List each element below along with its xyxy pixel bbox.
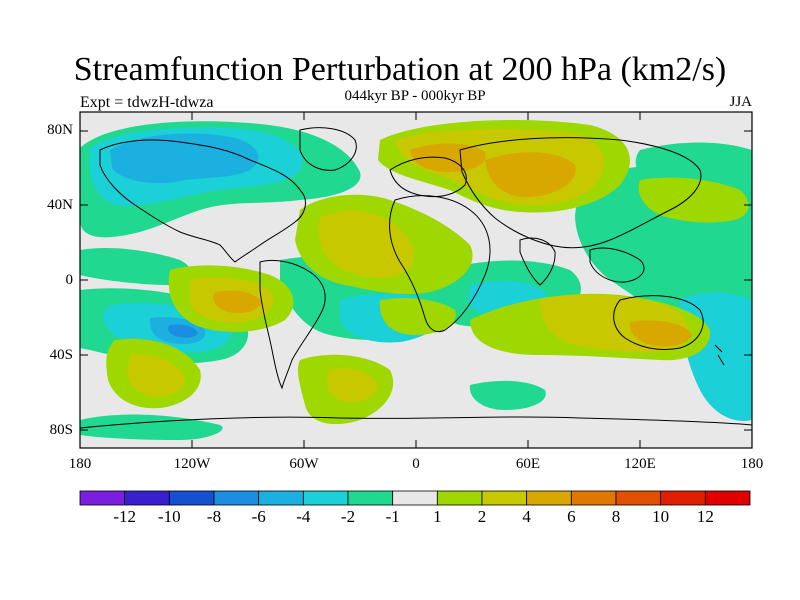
lon-ticks-top [79,112,753,120]
lon-label-180e: 180 [740,456,764,472]
colorbar-tick-label: -8 [206,507,222,526]
colorbar-tick-label: 10 [652,507,670,526]
colorbar-swatch [124,490,170,506]
contour-north-america-neg6 [110,133,259,184]
colorbar-swatch [347,490,394,506]
lon-label-60e: 60E [515,456,541,472]
lat-label-40n: 40N [47,197,73,213]
lon-label-60w: 60W [289,456,319,472]
colorbar-tick-label: 2 [477,507,487,526]
lat-ticks-left [80,130,88,431]
coast-south-america [259,259,326,390]
colorbar-swatch [704,490,751,506]
contour-south-pacific-neg8 [167,324,198,338]
colorbar-swatch [213,490,260,506]
colorbar-tick-label: 8 [611,507,621,526]
contour-siberia-pos4 [485,152,576,198]
coast-india [519,237,556,286]
coast-australia [613,295,704,351]
lon-label-120w: 120W [173,456,211,472]
contour-indian-pos1 [379,298,456,335]
colorbar-tick-label: -10 [157,507,181,526]
colorbar-swatch [481,490,528,506]
axis-ticks [79,112,753,448]
colorbar-swatch [392,490,438,506]
lat-label-eq: 0 [65,272,74,288]
experiment-label: Expt = tdwzH-tdwza [80,94,214,111]
lon-label-120e: 120E [624,456,656,472]
contour-pacific-nw-pos1 [638,177,749,223]
contour-central-pacific-neg2 [80,248,191,285]
coast-asia [459,137,702,249]
coast-southeast-asia [589,247,645,283]
colorbar-swatch [526,490,572,506]
lat-label-40s: 40S [49,347,73,363]
colorbar-tick-label: -6 [251,507,266,526]
subtitle: 044kyr BP - 000kyr BP [344,88,486,104]
coast-antarctica [80,416,752,429]
colorbar-swatch [168,490,215,506]
colorbar-swatch [660,490,706,506]
coast-africa [389,195,491,333]
colorbar-tick-label: 1 [433,507,442,526]
title: Streamfunction Perturbation at 200 hPa (… [73,51,727,88]
coast-new-zealand [714,344,725,366]
colorbar-tick-label: -2 [340,507,356,526]
colorbar-swatch [615,490,662,506]
lat-label-80s: 80S [49,422,73,438]
coast-europe [389,156,467,198]
contour-australia-pos4 [629,320,692,347]
lon-label-0: 0 [412,456,420,472]
colorbar-tick-label: -1 [385,507,400,526]
contour-southeast-pacific-pos2 [127,354,185,397]
contour-east-pacific-pos4 [213,290,262,314]
season-label: JJA [729,94,752,110]
contour-south-atlantic-pos2 [326,368,378,403]
colorbar-tick-label: 12 [696,507,714,526]
colorbar-swatch [79,490,126,506]
colorbar [79,490,751,506]
colorbar-swatch [570,490,617,506]
colorbar-swatch [436,490,483,506]
colorbar-swatch [258,490,304,506]
lat-label-80n: 80N [47,122,73,138]
contour-southern-ocean-neg2 [80,414,223,440]
colorbar-tick-label: 4 [522,507,531,526]
colorbar-tick-label: -12 [113,507,136,526]
map-panel [80,112,752,448]
contour-antarctic-neg2 [469,380,546,410]
colorbar-tick-label: 6 [567,507,576,526]
contour-europe-asia-pos4 [410,143,486,172]
coast-greenland [299,127,357,171]
coast-north-america [99,139,306,263]
colorbar-tick-label: -4 [296,507,311,526]
colorbar-swatch [302,490,349,506]
lat-ticks-right [744,130,752,431]
coastlines [80,127,752,429]
lon-ticks-bottom [79,440,753,448]
lon-label-180w: 180 [68,456,92,472]
